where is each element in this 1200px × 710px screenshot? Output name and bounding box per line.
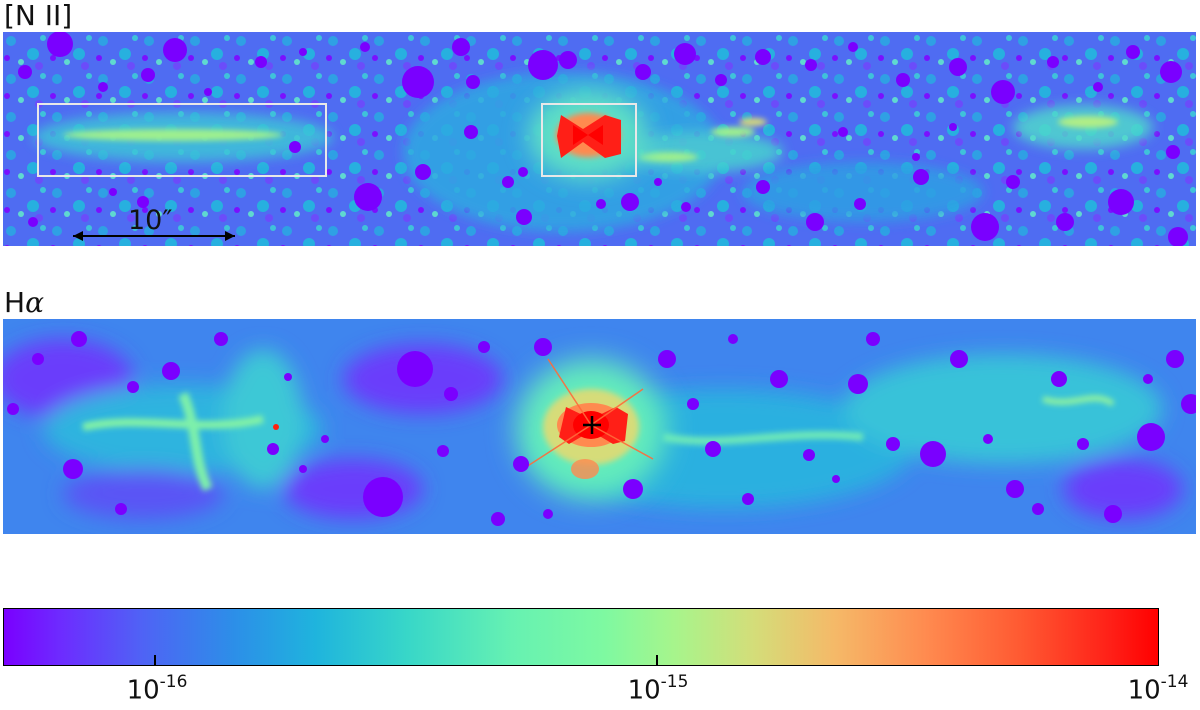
panel-label-halpha: Hα <box>4 289 44 317</box>
halpha-emission-map <box>3 319 1196 534</box>
colorbar <box>3 608 1159 666</box>
colorbar-label-minus15-exp: -15 <box>660 672 689 692</box>
panel-label-halpha-alpha: α <box>25 286 44 319</box>
nii-emission-map: 10″ <box>3 32 1196 246</box>
colorbar-label-minus16-base: 10 <box>126 675 160 706</box>
colorbar-label-minus14-base: 10 <box>1127 675 1161 706</box>
panel-label-nii: [N II] <box>4 0 73 32</box>
colorbar-label-minus14: 10-14 <box>1127 672 1189 706</box>
colorbar-label-minus16-exp: -16 <box>159 672 188 692</box>
colorbar-tick-minus16 <box>154 655 156 665</box>
scale-bar-label: 10″ <box>128 205 172 236</box>
colorbar-label-minus15-base: 10 <box>627 675 661 706</box>
colorbar-label-minus16: 10-16 <box>126 672 188 706</box>
panel-label-halpha-h: H <box>4 286 26 319</box>
nii-map-svg: 10″ <box>3 32 1196 246</box>
halpha-map-svg <box>3 319 1196 534</box>
colorbar-label-minus14-exp: -14 <box>1160 672 1189 692</box>
colorbar-label-minus15: 10-15 <box>627 672 689 706</box>
colorbar-tick-minus15 <box>656 655 658 665</box>
